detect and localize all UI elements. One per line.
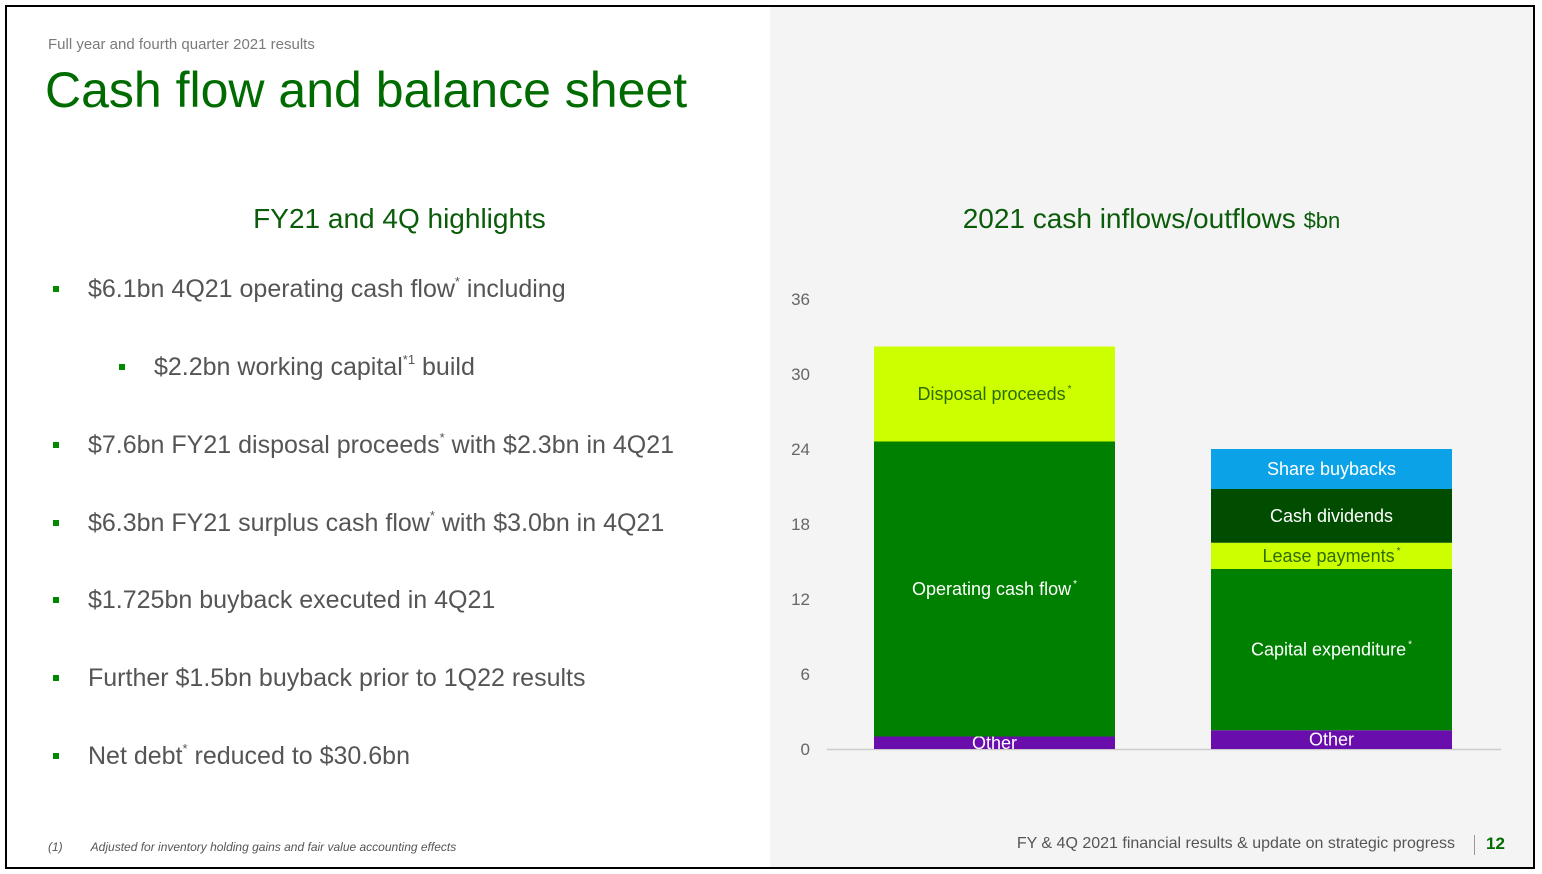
highlight-bullet: $6.3bn FY21 surplus cash flow* with $3.0…	[53, 508, 665, 538]
bullet-marker	[53, 442, 59, 448]
slide: Full year and fourth quarter 2021 result…	[5, 5, 1535, 869]
bullet-text-cont: build	[415, 353, 475, 381]
segment-label: Share buybacks	[1267, 459, 1396, 479]
bullet-text-cont: reduced to $30.6bn	[187, 742, 410, 770]
y-tick-label: 12	[791, 590, 810, 609]
y-tick-label: 0	[801, 740, 810, 759]
bar-segment	[874, 346, 1115, 442]
segment-label: Lease payments *	[1263, 546, 1401, 566]
highlight-sub-bullet: $2.2bn working capital*1 build	[119, 352, 475, 382]
bar-segment	[1211, 542, 1452, 569]
bullet-text: $6.1bn 4Q21 operating cash flow	[88, 275, 455, 303]
highlights-heading: FY21 and 4Q highlights	[253, 203, 546, 234]
bullet-text-cont: with $2.3bn in 4Q21	[444, 431, 675, 459]
bullet-marker	[53, 597, 59, 603]
bar-segment	[874, 441, 1115, 737]
bullet-footnote-mark: *	[454, 274, 460, 289]
bar-segment	[1211, 489, 1452, 543]
bullet-marker	[119, 364, 125, 370]
bar-segment	[1211, 449, 1452, 489]
y-tick-label: 18	[791, 515, 810, 534]
y-tick-label: 24	[791, 440, 810, 459]
highlight-bullet: $1.725bn buyback executed in 4Q21	[53, 586, 496, 615]
bullet-text: $1.725bn buyback executed in 4Q21	[88, 586, 496, 614]
bullet-text-cont: with $3.0bn in 4Q21	[434, 509, 665, 537]
bullet-text: $2.2bn working capital	[154, 353, 403, 381]
chart-unit: $bn	[1303, 208, 1341, 233]
bullet-text: Net debt	[88, 742, 183, 770]
bullet-footnote-mark: *	[439, 430, 445, 445]
footer-divider	[1474, 835, 1475, 855]
chart-heading: 2021 cash inflows/outflows $bn	[770, 203, 1533, 235]
footnote: (1) Adjusted for inventory holding gains …	[48, 840, 456, 854]
y-tick-label: 6	[801, 665, 810, 684]
supertitle: Full year and fourth quarter 2021 result…	[48, 36, 315, 53]
segment-label: Operating cash flow *	[912, 579, 1077, 599]
segment-label: Cash dividends	[1270, 506, 1393, 526]
bullet-text: $6.3bn FY21 surplus cash flow	[88, 509, 430, 537]
footnote-number: (1)	[48, 840, 63, 854]
highlight-bullet: $6.1bn 4Q21 operating cash flow* includi…	[53, 274, 566, 304]
bar-segment	[1211, 730, 1452, 749]
footnote-text: Adjusted for inventory holding gains and…	[90, 840, 457, 854]
highlight-bullet: $7.6bn FY21 disposal proceeds* with $2.3…	[53, 430, 675, 460]
chart-title: 2021 cash inflows/outflows	[962, 203, 1296, 234]
footer-text: FY & 4Q 2021 financial results & update …	[1016, 835, 1455, 852]
y-tick-label: 36	[791, 290, 810, 309]
bullet-footnote-mark: *1	[402, 352, 416, 367]
segment-label: Capital expenditure *	[1251, 640, 1412, 660]
y-tick-label: 30	[791, 365, 810, 384]
highlight-bullet: Net debt* reduced to $30.6bn	[53, 741, 410, 771]
segment-label: Other	[1309, 730, 1354, 750]
bullet-text-cont: including	[459, 275, 566, 303]
bullet-marker	[53, 286, 59, 292]
page-number: 12	[1486, 834, 1505, 853]
segment-label: Disposal proceeds *	[918, 384, 1072, 404]
bullet-text: $7.6bn FY21 disposal proceeds	[88, 431, 440, 459]
highlight-bullet: Further $1.5bn buyback prior to 1Q22 res…	[53, 664, 586, 693]
bullet-footnote-mark: *	[429, 508, 435, 523]
bullet-marker	[53, 675, 59, 681]
bullet-marker	[53, 520, 59, 526]
cash-flow-chart: 0 6 12 18 24 30 36 Other Operating cash flow * Dis…	[791, 290, 1501, 759]
bullet-footnote-mark: *	[182, 741, 188, 756]
bullet-text: Further $1.5bn buyback prior to 1Q22 res…	[88, 664, 586, 692]
bar-segment	[874, 736, 1115, 749]
page-title: Cash flow and balance sheet	[45, 62, 688, 118]
segment-label: Other	[972, 733, 1017, 753]
bullet-marker	[53, 753, 59, 759]
bar-segment	[1211, 569, 1452, 731]
